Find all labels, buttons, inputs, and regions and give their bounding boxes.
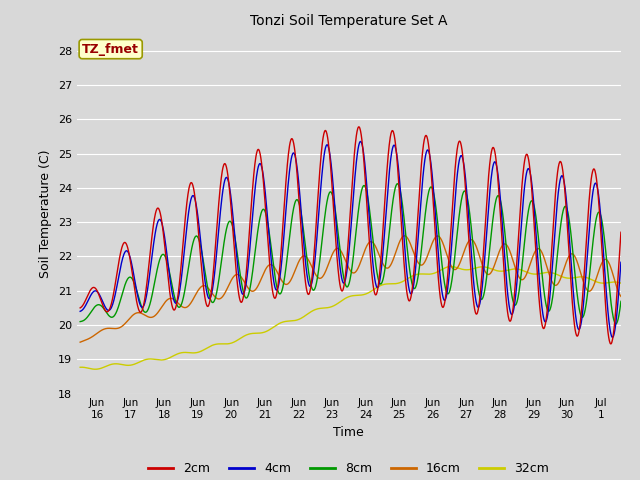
X-axis label: Time: Time (333, 426, 364, 439)
Y-axis label: Soil Temperature (C): Soil Temperature (C) (39, 149, 52, 278)
Text: TZ_fmet: TZ_fmet (82, 43, 139, 56)
Title: Tonzi Soil Temperature Set A: Tonzi Soil Temperature Set A (250, 14, 447, 28)
Legend: 2cm, 4cm, 8cm, 16cm, 32cm: 2cm, 4cm, 8cm, 16cm, 32cm (143, 457, 554, 480)
